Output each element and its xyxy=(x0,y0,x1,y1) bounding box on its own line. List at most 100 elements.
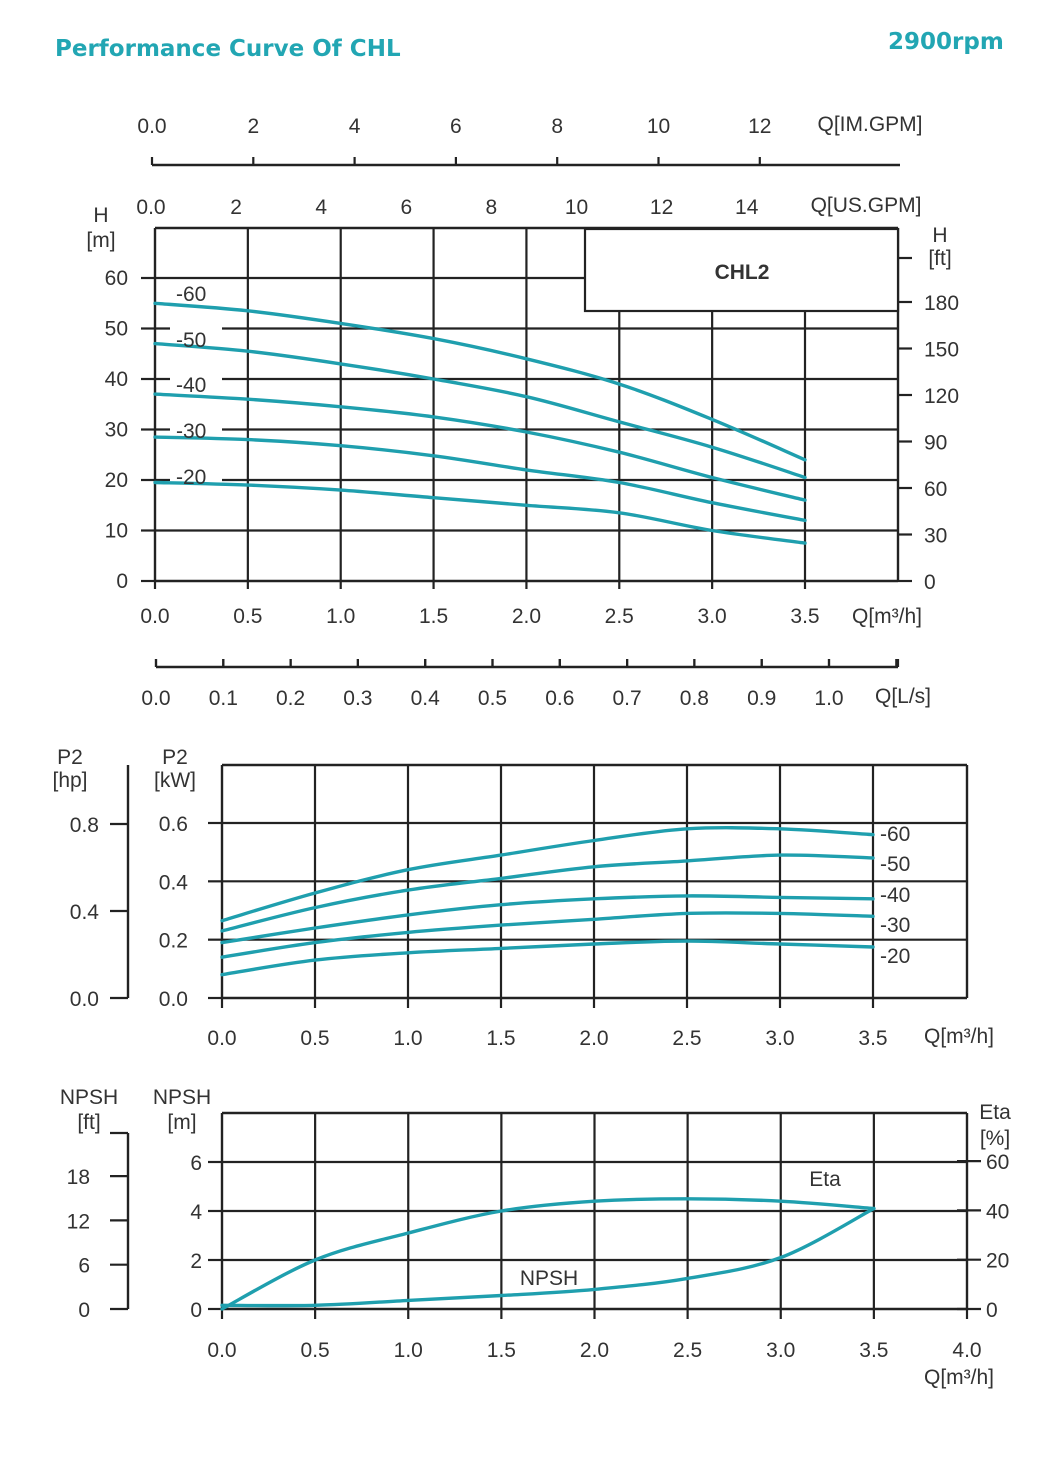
head-x-tick-label: 1.0 xyxy=(326,605,355,628)
im-gpm-tick-label: 12 xyxy=(748,115,771,138)
eta-y-tick-label: 40 xyxy=(986,1200,1009,1223)
eta-curve xyxy=(220,1197,876,1311)
model-label: CHL2 xyxy=(715,261,770,284)
power-curve xyxy=(220,911,875,959)
ls-tick-label: 0.4 xyxy=(411,687,441,710)
head-series-label: -20 xyxy=(176,466,206,489)
ls-tick-label: 0.1 xyxy=(209,687,238,710)
head-x-tick-label: 3.5 xyxy=(790,605,819,628)
head-y-right-tick-label: 120 xyxy=(924,385,959,408)
power-y-tick-label: 0.0 xyxy=(159,988,188,1011)
power-hp-axis-label: P2 xyxy=(57,746,83,769)
power-hp-tick-label: 0.4 xyxy=(70,901,100,924)
ls-tick-label: 0.3 xyxy=(343,687,372,710)
model-label-box xyxy=(583,227,900,313)
power-series-label: -30 xyxy=(880,914,910,937)
head-curve xyxy=(153,301,807,462)
head-x-tick-label: 2.0 xyxy=(512,605,541,628)
power-curve xyxy=(220,939,875,977)
eta-y-tick-label: 0 xyxy=(986,1299,998,1322)
head-curve xyxy=(153,435,807,523)
power-curve xyxy=(220,826,875,923)
power-curve xyxy=(220,853,875,933)
ls-tick-label: 0.5 xyxy=(478,687,507,710)
power-series-label: -20 xyxy=(880,945,910,968)
head-y-tick-label: 40 xyxy=(105,368,128,391)
ls-tick-label: 1.0 xyxy=(814,687,843,710)
head-y-right-tick-label: 180 xyxy=(924,292,959,315)
power-x-tick-label: 3.0 xyxy=(765,1027,794,1050)
npsh-x-tick-label: 2.5 xyxy=(673,1339,702,1362)
head-curve xyxy=(153,392,807,502)
speed-label: 2900rpm xyxy=(888,29,1004,55)
head-x-tick-label: 3.0 xyxy=(698,605,727,628)
im-gpm-tick-label: 4 xyxy=(349,115,361,138)
im-gpm-tick-label: 8 xyxy=(551,115,563,138)
power-series-label: -60 xyxy=(880,823,910,846)
head-y-right-axis-label: H xyxy=(932,224,947,247)
head-curve xyxy=(153,480,807,545)
us-gpm-tick-label: 8 xyxy=(486,196,498,219)
im-gpm-axis-label: Q[IM.GPM] xyxy=(818,113,923,136)
npsh-y-tick-label: 6 xyxy=(190,1152,202,1175)
us-gpm-tick-label: 0.0 xyxy=(136,196,165,219)
power-x-tick-label: 3.5 xyxy=(858,1027,887,1050)
eta-y-tick-label: 20 xyxy=(986,1250,1009,1273)
im-gpm-tick-label: 6 xyxy=(450,115,462,138)
npsh-x-tick-label: 3.0 xyxy=(766,1339,795,1362)
npsh-ft-tick-label: 0 xyxy=(78,1299,90,1322)
power-x-tick-label: 2.5 xyxy=(672,1027,701,1050)
npsh-x-tick-label: 1.5 xyxy=(487,1339,516,1362)
im-gpm-tick-label: 0.0 xyxy=(137,115,166,138)
head-x-tick-label: 0.0 xyxy=(140,605,169,628)
eta-y-tick-label: 60 xyxy=(986,1151,1009,1174)
npsh-ft-tick-label: 12 xyxy=(67,1210,90,1233)
head-y-tick-label: 30 xyxy=(105,419,128,442)
us-gpm-tick-label: 14 xyxy=(735,196,759,219)
power-x-axis-label: Q[m³/h] xyxy=(924,1025,994,1048)
power-x-tick-label: 2.0 xyxy=(579,1027,608,1050)
head-y-right-tick-label: 0 xyxy=(924,571,936,594)
power-hp-tick-label: 0.0 xyxy=(70,988,99,1011)
us-gpm-tick-label: 6 xyxy=(400,196,412,219)
us-gpm-tick-label: 12 xyxy=(650,196,673,219)
eta-series-label: Eta xyxy=(809,1168,841,1191)
power-x-tick-label: 1.0 xyxy=(393,1027,422,1050)
head-y-tick-label: 50 xyxy=(105,318,128,341)
head-y-tick-label: 0 xyxy=(116,570,128,593)
power-hp-tick-label: 0.8 xyxy=(70,814,99,837)
head-y-tick-label: 60 xyxy=(105,267,128,290)
head-x-axis-label: Q[m³/h] xyxy=(852,605,922,628)
npsh-x-tick-label: 3.5 xyxy=(859,1339,888,1362)
ls-axis-label: Q[L/s] xyxy=(875,685,931,708)
npsh-ft-tick-label: 6 xyxy=(78,1255,90,1278)
npsh-m-axis-label: NPSH xyxy=(153,1086,211,1109)
power-kw-axis-label: P2 xyxy=(162,746,188,769)
npsh-series-label: NPSH xyxy=(520,1267,578,1290)
head-x-tick-label: 2.5 xyxy=(605,605,634,628)
power-y-tick-label: 0.6 xyxy=(159,813,188,836)
head-y-right-tick-label: 90 xyxy=(924,432,947,455)
npsh-y-tick-label: 0 xyxy=(190,1299,202,1322)
page-title: Performance Curve Of CHL xyxy=(55,36,401,62)
ls-tick-label: 0.7 xyxy=(612,687,641,710)
power-curve xyxy=(220,894,875,945)
us-gpm-axis-label: Q[US.GPM] xyxy=(811,194,922,217)
eta-axis-label: Eta xyxy=(979,1101,1011,1124)
power-hp-axis-unit: [hp] xyxy=(52,769,87,792)
npsh-x-tick-label: 2.0 xyxy=(580,1339,609,1362)
npsh-x-tick-label: 0.0 xyxy=(207,1339,236,1362)
npsh-y-tick-label: 4 xyxy=(190,1201,202,1224)
ls-tick-label: 0.6 xyxy=(545,687,574,710)
series-label-backdrop xyxy=(170,280,222,490)
ls-tick-label: 0.2 xyxy=(276,687,305,710)
head-x-tick-label: 0.5 xyxy=(233,605,262,628)
power-x-tick-label: 1.5 xyxy=(486,1027,515,1050)
power-kw-axis-unit: [kW] xyxy=(154,769,196,792)
head-x-tick-label: 1.5 xyxy=(419,605,448,628)
head-series-label: -30 xyxy=(176,420,206,443)
eta-axis-unit: [%] xyxy=(980,1127,1010,1150)
im-gpm-tick-label: 10 xyxy=(647,115,670,138)
npsh-curve xyxy=(220,1206,876,1308)
